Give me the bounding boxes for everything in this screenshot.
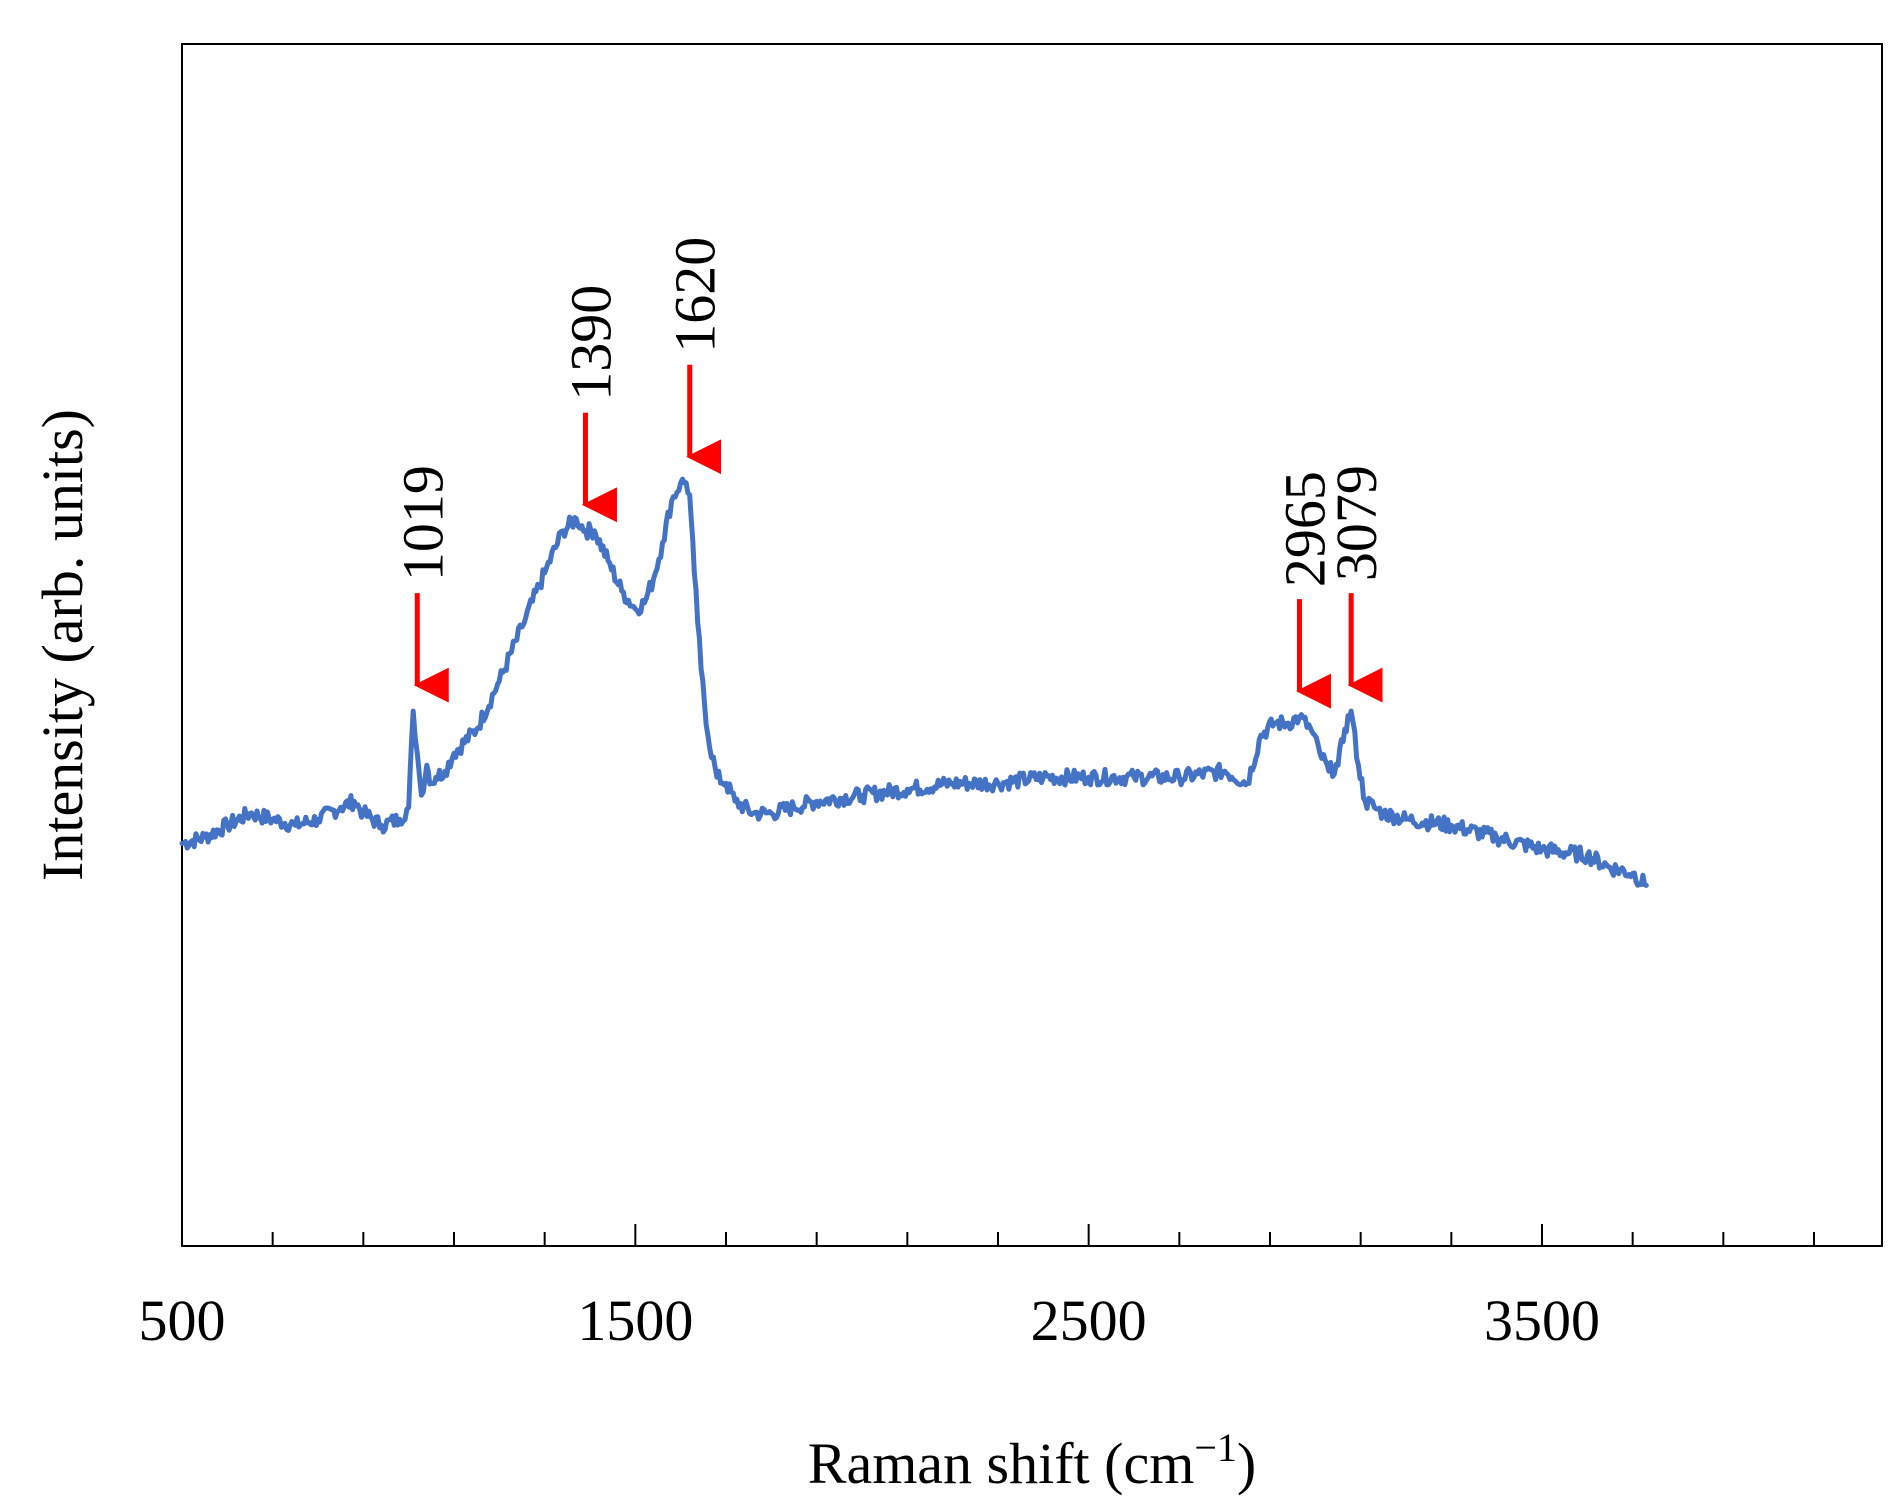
- x-axis-ticks: [181, 1224, 1815, 1246]
- x-axis-title-close: ): [1237, 1431, 1256, 1496]
- x-tick-label: 1500: [577, 1288, 693, 1353]
- peak-label: 1390: [558, 285, 623, 401]
- peak-label: 2965: [1272, 471, 1337, 587]
- plot-frame: [181, 43, 1883, 1247]
- x-tick-label: 2500: [1031, 1288, 1147, 1353]
- x-tick-label: 3500: [1484, 1288, 1600, 1353]
- y-axis-title: Intensity (arb. units): [30, 409, 95, 881]
- spectrum-line: [179, 476, 1649, 888]
- x-axis-title-superscript: −1: [1194, 1425, 1237, 1470]
- x-tick-label: 500: [139, 1288, 226, 1353]
- x-axis-tick-labels: 500 1500 2500 3500: [139, 1288, 1601, 1353]
- peak-label: 3079: [1324, 465, 1389, 581]
- x-axis-title: Raman shift (cm−1): [808, 1425, 1256, 1496]
- x-axis-title-main: Raman shift (cm: [808, 1431, 1195, 1496]
- peak-label: 1620: [663, 237, 728, 353]
- peak-label: 1019: [390, 465, 455, 581]
